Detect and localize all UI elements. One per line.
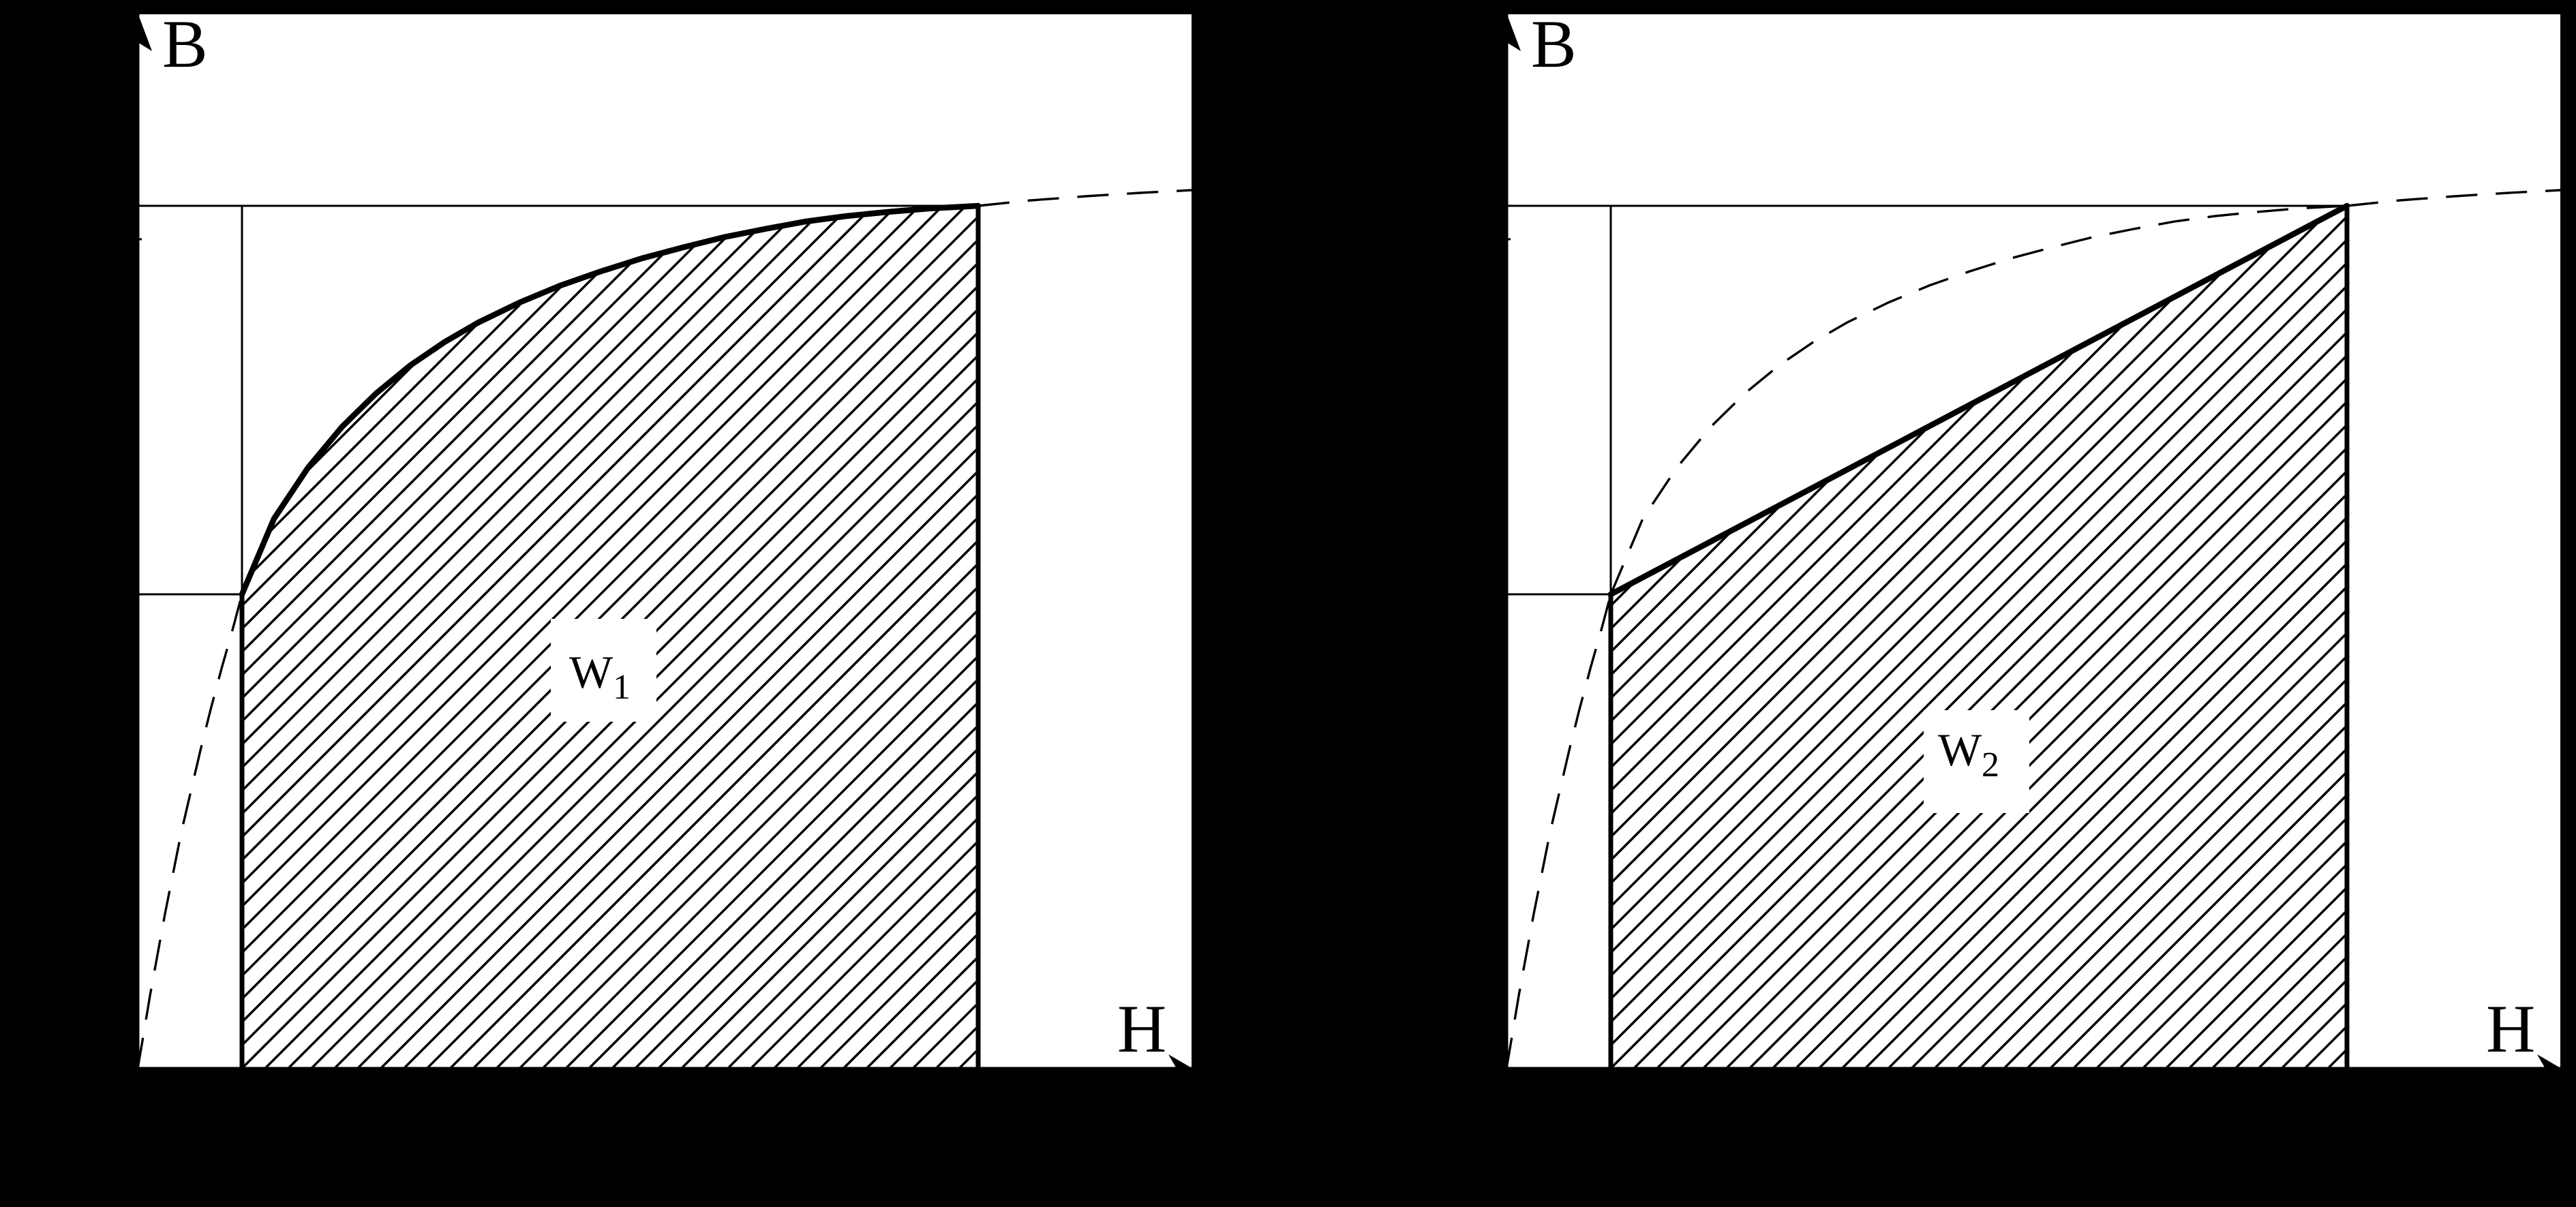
x-axis-label: H	[1117, 991, 1166, 1067]
region-label-box	[1924, 710, 2029, 813]
initial-magnetization-dashed-curve	[1506, 594, 1612, 1069]
chord-line-bold	[1607, 202, 2350, 598]
region-label-subscript: 2	[1982, 746, 1999, 784]
magnetization-dashed-curve	[1609, 204, 2348, 595]
y-axis-arrowhead-icon	[1506, 14, 1521, 51]
x-axis-arrowhead-icon	[2537, 1054, 2560, 1069]
y-axis-arrowhead-icon	[138, 14, 152, 51]
saturation-dashed-tail	[978, 189, 1192, 207]
bh-diagram-panel-left: W1 B H	[138, 14, 1192, 1069]
region-label: W2	[1938, 724, 1999, 784]
y-axis-label: B	[162, 14, 208, 82]
region-label-subscript: 1	[613, 668, 631, 707]
saturation-dashed-tail	[2346, 189, 2560, 207]
region-label: W1	[569, 646, 631, 707]
bh-plot-right: W2 B H	[1506, 14, 2560, 1069]
bh-plot-left: W1 B H	[138, 14, 1192, 1069]
region-label-box	[551, 619, 656, 722]
magnetization-curve-bold-segment	[239, 202, 982, 598]
x-axis-arrowhead-icon	[1168, 1054, 1192, 1069]
hatched-work-region	[1611, 206, 2347, 1069]
y-axis-label: B	[1531, 14, 1577, 82]
initial-magnetization-dashed-curve	[138, 594, 243, 1069]
x-axis-label: H	[2486, 991, 2535, 1067]
bh-diagram-panel-right: W2 B H	[1506, 14, 2560, 1069]
